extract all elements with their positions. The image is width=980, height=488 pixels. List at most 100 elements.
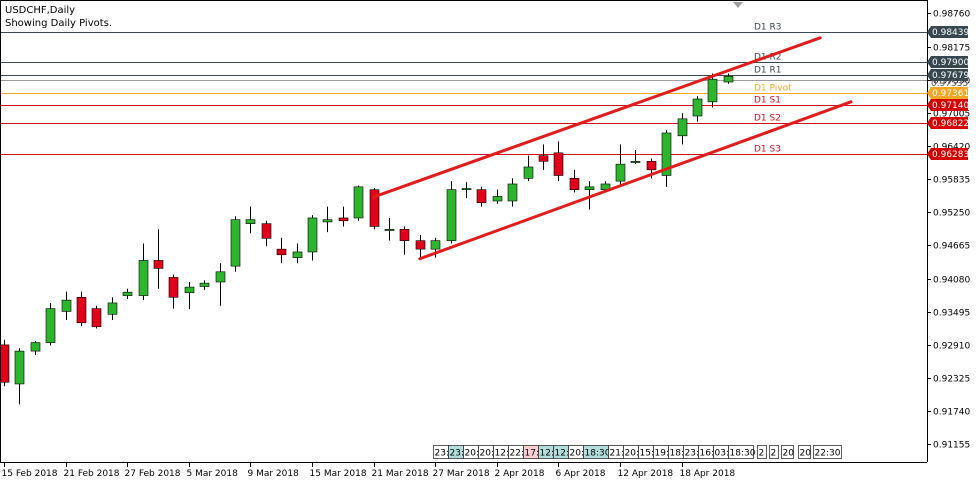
candle-20	[307, 215, 318, 261]
pivot-tag-0-box	[927, 26, 968, 38]
session-cell-label: 12:	[555, 449, 569, 459]
candle-body	[30, 342, 41, 352]
session-cell-14: 19:	[653, 445, 669, 459]
candle-body	[692, 98, 703, 117]
channel-upper-line	[372, 36, 822, 199]
session-cell-21: 2	[769, 445, 779, 459]
session-cell-box	[813, 445, 842, 459]
candle-body	[91, 308, 102, 328]
chart-subtitle: Showing Daily Pivots.	[5, 18, 112, 29]
candle-body	[0, 344, 10, 383]
session-cell-label: 20:	[625, 449, 639, 459]
pivot-tag-0: 0.98439	[927, 26, 969, 38]
pivot-tag-6-text: 0.96283	[932, 150, 969, 160]
session-cell-label: 18:30	[585, 449, 611, 459]
candle-43	[661, 130, 672, 187]
pivot-tag-1-text: 0.97900	[932, 58, 969, 68]
y-tick-label-0: 0.98760	[933, 10, 970, 20]
session-cell-24: 22:30	[813, 445, 842, 459]
session-cell-label: 23:	[450, 449, 464, 459]
candle-body	[661, 132, 672, 176]
session-cell-label: 22:30	[815, 449, 841, 459]
session-cell-16: 23:	[683, 445, 699, 459]
candle-body	[322, 219, 333, 223]
candle-body	[45, 308, 56, 343]
chart-symbol-title: USDCHF,Daily	[5, 5, 75, 16]
session-cell-label: 21:	[610, 449, 624, 459]
candle-41	[630, 149, 641, 165]
candle-27	[415, 234, 426, 258]
current-price-tag: 0.97535	[931, 79, 968, 89]
session-cell-20: 2	[757, 445, 767, 459]
pivot-label-4: D1 S1	[754, 96, 781, 106]
pivot-tag-5-text: 0.96822	[932, 119, 969, 129]
candle-body	[292, 251, 303, 258]
session-cell-18: 03:	[713, 445, 729, 459]
candle-16	[245, 206, 256, 234]
candle-45	[692, 96, 703, 122]
pivot-label-6: D1 S3	[754, 145, 781, 155]
candles	[0, 73, 734, 405]
candle-1	[14, 348, 25, 405]
pivot-tag-3-box	[927, 87, 968, 99]
x-tick-label-7: 27 Mar 2018	[433, 469, 490, 479]
session-cell-label: 17:	[525, 449, 539, 459]
candle-4	[61, 291, 72, 320]
candle-44	[677, 113, 688, 145]
shift-marker-icon[interactable]	[733, 2, 743, 8]
session-cell-box	[798, 445, 811, 459]
x-tick-label-10: 12 Apr 2018	[618, 469, 674, 479]
candle-body	[153, 260, 164, 269]
channel-lower-line	[418, 100, 853, 261]
session-cell-2: 20:	[463, 445, 479, 459]
session-cell-6: 17:	[523, 445, 539, 459]
candle-body	[615, 163, 626, 182]
candle-body	[399, 229, 410, 241]
session-cell-1: 23:	[448, 445, 464, 459]
pivot-tag-3: 0.97361	[927, 87, 969, 99]
candle-body	[338, 217, 349, 222]
chart-frame	[0, 0, 928, 463]
candle-10	[153, 229, 164, 289]
session-cell-label: 20:	[480, 449, 494, 459]
session-cell-label: 2	[771, 449, 777, 459]
session-cell-13: 15:	[638, 445, 654, 459]
x-tick-label-3: 5 Mar 2018	[187, 469, 239, 479]
candle-body	[569, 178, 580, 190]
y-tick-label-10: 0.92910	[933, 342, 970, 352]
candle-body	[199, 282, 210, 287]
candle-2	[30, 340, 41, 356]
candle-body	[723, 76, 734, 83]
session-strip: 23: 23: 20: 20: 12: 22: 17: 12: 12: 20: 18:30 21: 20…	[433, 445, 842, 459]
pivot-tag-6-box	[927, 148, 968, 160]
candle-17	[261, 220, 272, 247]
session-cell-label: 18:	[670, 449, 684, 459]
candle-body	[215, 271, 226, 283]
candle-26	[399, 226, 410, 255]
candle-body	[61, 299, 72, 312]
candle-32	[492, 189, 503, 204]
pivot-tag-2: 0.97679	[927, 69, 969, 81]
pivot-tag-2-text: 0.97679	[932, 71, 969, 81]
candle-8	[122, 288, 133, 299]
session-cell-box	[769, 445, 779, 459]
candle-body	[14, 350, 25, 385]
current-price-tag-text: 0.97535	[931, 79, 968, 89]
candle-body	[184, 286, 195, 294]
x-tick-label-11: 18 Apr 2018	[680, 469, 736, 479]
session-cell-17: 16:	[698, 445, 714, 459]
pivot-label-5: D1 S2	[754, 114, 781, 124]
candle-body	[261, 223, 272, 239]
candle-body	[446, 189, 457, 241]
pivot-tag-4-text: 0.97140	[932, 101, 969, 111]
session-cell-label: 23:	[685, 449, 699, 459]
session-cell-box	[728, 445, 754, 459]
session-cell-label: 23:	[435, 449, 449, 459]
candle-body	[76, 296, 87, 324]
pivot-tag-3-text: 0.97361	[932, 89, 969, 99]
candle-12	[184, 281, 195, 310]
pivot-label-3: D1 Pivot	[754, 84, 792, 94]
